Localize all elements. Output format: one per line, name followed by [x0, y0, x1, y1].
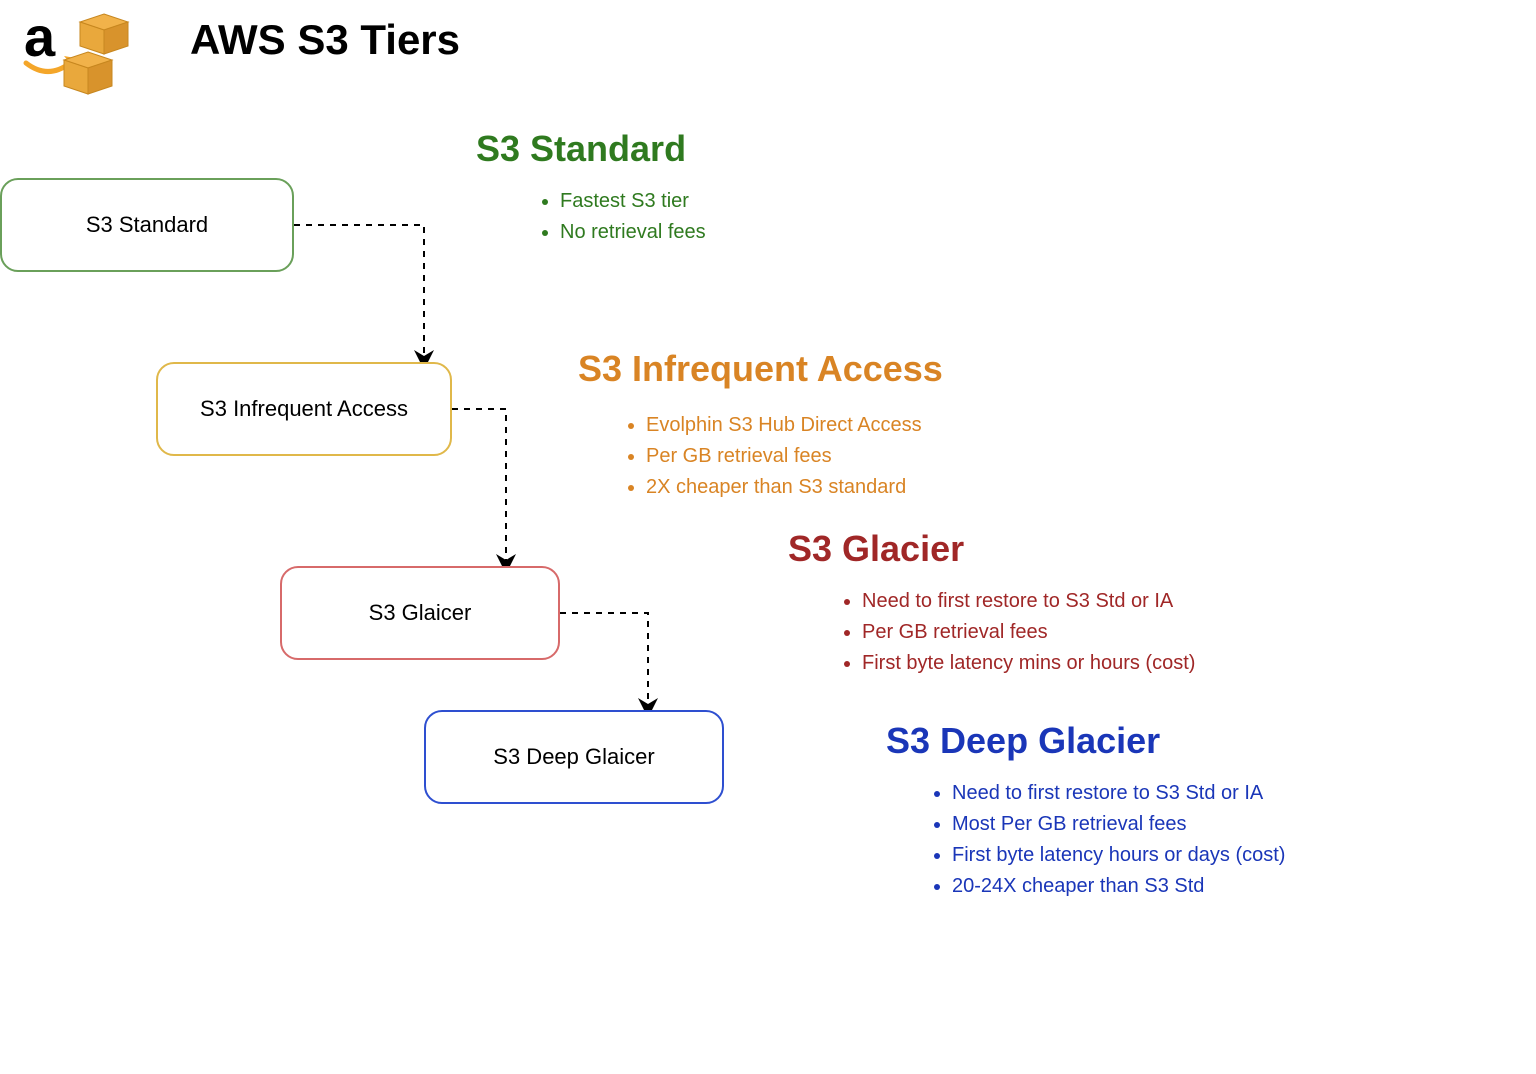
tier-node-glacier: S3 Glaicer [280, 566, 560, 660]
connector-glacier-to-deep [560, 613, 648, 710]
bullet-item: 2X cheaper than S3 standard [646, 472, 922, 503]
bullet-item: Fastest S3 tier [560, 186, 706, 217]
tier-node-standard: S3 Standard [0, 178, 294, 272]
tier-node-label: S3 Deep Glaicer [493, 744, 654, 770]
aws-letter-a: a [24, 8, 56, 68]
section-bullets-deep: Need to first restore to S3 Std or IAMos… [928, 778, 1285, 902]
section-title-ia: S3 Infrequent Access [578, 348, 943, 390]
bullet-item: First byte latency hours or days (cost) [952, 840, 1285, 871]
tier-node-label: S3 Standard [86, 212, 208, 238]
section-title-glacier: S3 Glacier [788, 528, 964, 570]
aws-cube-bottom [64, 52, 112, 94]
page-title: AWS S3 Tiers [190, 16, 460, 64]
connector-layer [0, 0, 1536, 1074]
aws-logo: a [18, 8, 138, 108]
bullet-item: Most Per GB retrieval fees [952, 809, 1285, 840]
bullet-item: Need to first restore to S3 Std or IA [862, 586, 1195, 617]
bullet-item: 20-24X cheaper than S3 Std [952, 871, 1285, 902]
bullet-item: Evolphin S3 Hub Direct Access [646, 410, 922, 441]
bullet-item: Per GB retrieval fees [862, 617, 1195, 648]
section-bullets-ia: Evolphin S3 Hub Direct AccessPer GB retr… [622, 410, 922, 503]
connector-standard-to-ia [294, 225, 424, 362]
connector-ia-to-glacier [452, 409, 506, 566]
bullet-item: Need to first restore to S3 Std or IA [952, 778, 1285, 809]
tier-node-deep: S3 Deep Glaicer [424, 710, 724, 804]
section-bullets-standard: Fastest S3 tierNo retrieval fees [536, 186, 706, 248]
diagram-stage: a AWS S3 Tiers S3 [0, 0, 1536, 1074]
aws-cube-top [80, 14, 128, 54]
section-title-standard: S3 Standard [476, 128, 686, 170]
bullet-item: First byte latency mins or hours (cost) [862, 648, 1195, 679]
section-title-deep: S3 Deep Glacier [886, 720, 1160, 762]
bullet-item: Per GB retrieval fees [646, 441, 922, 472]
tier-node-label: S3 Glaicer [369, 600, 472, 626]
section-bullets-glacier: Need to first restore to S3 Std or IAPer… [838, 586, 1195, 679]
tier-node-ia: S3 Infrequent Access [156, 362, 452, 456]
tier-node-label: S3 Infrequent Access [200, 396, 408, 422]
bullet-item: No retrieval fees [560, 217, 706, 248]
